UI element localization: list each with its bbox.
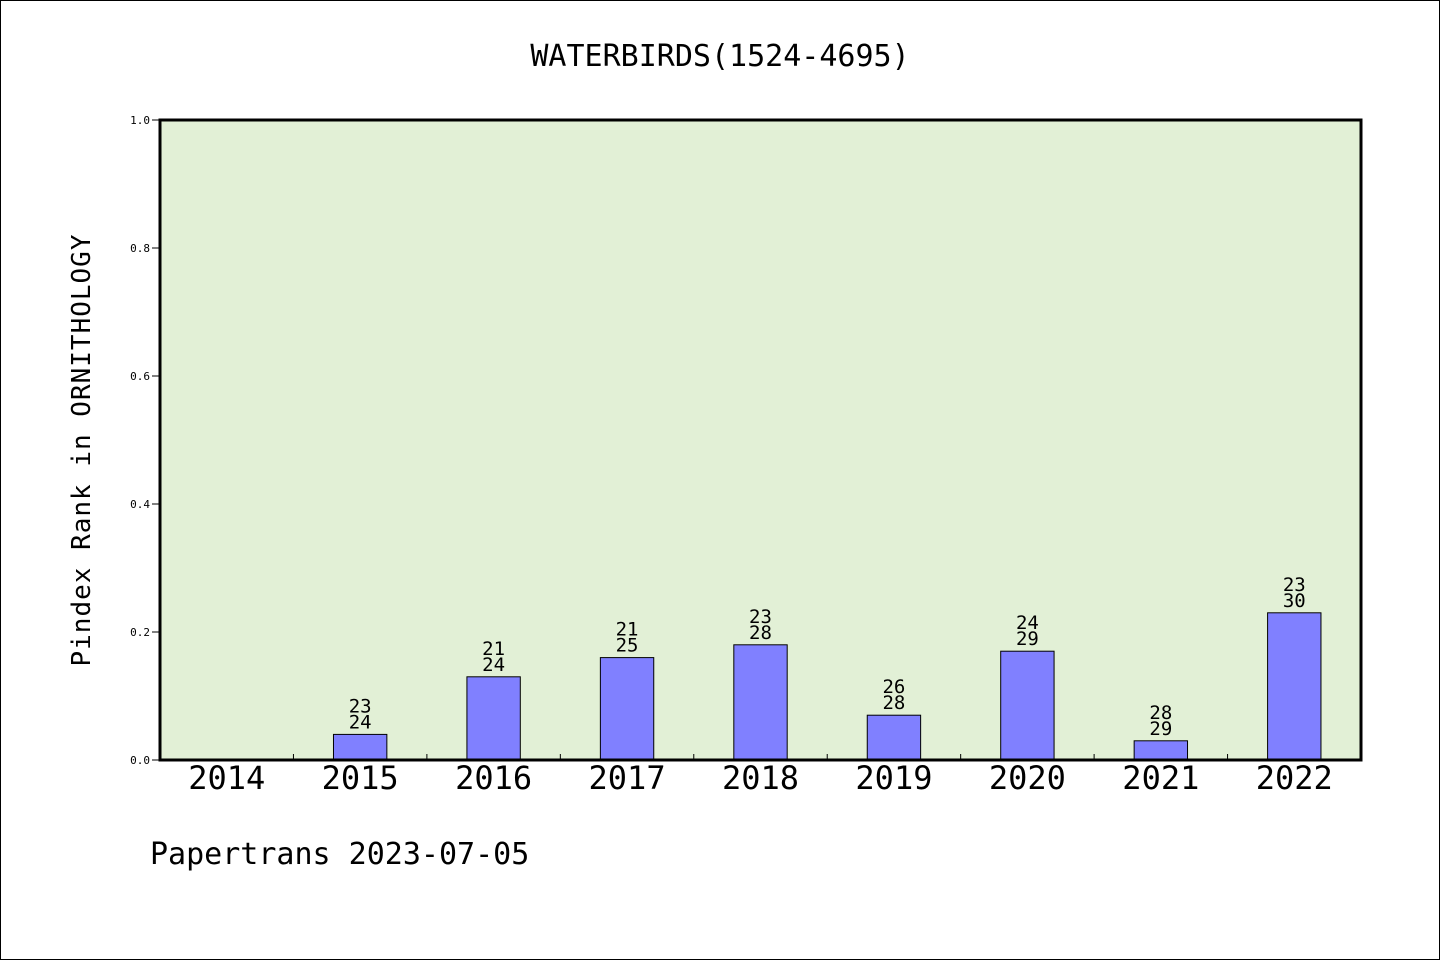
bar-label-top: 23 — [749, 606, 772, 628]
bar-label-top: 28 — [1149, 702, 1172, 724]
bar-label-bottom: 29 — [1016, 628, 1039, 650]
bar-2019 — [866, 714, 922, 761]
bar-label-bottom: 29 — [1149, 718, 1172, 740]
chart-title: WATERBIRDS(1524-4695) — [530, 39, 909, 74]
y-tick-label: 0.8 — [130, 242, 150, 255]
bar-label-bottom: 24 — [482, 654, 505, 676]
bar-label-bottom: 24 — [349, 711, 372, 733]
bar-label-bottom: 28 — [749, 622, 772, 644]
bar-label-top: 26 — [882, 676, 905, 698]
bar-label-top: 23 — [1283, 574, 1306, 596]
bar-label-top: 21 — [616, 619, 639, 641]
bar-2020 — [1000, 650, 1055, 761]
bar-2022 — [1267, 612, 1322, 761]
footer-text: Papertrans 2023-07-05 — [150, 837, 529, 872]
bar-2017 — [599, 657, 655, 761]
x-tick-label: 2015 — [322, 759, 399, 797]
bar-2018 — [733, 644, 788, 761]
y-axis: 0.0 0.2 0.4 0.6 0.8 1.0 — [130, 114, 160, 767]
bar-2021 — [1133, 740, 1189, 761]
bar-label-top: 24 — [1016, 612, 1039, 634]
x-tick-label: 2021 — [1122, 759, 1199, 797]
y-tick-label: 0.0 — [130, 754, 150, 767]
x-tick-label: 2019 — [855, 759, 932, 797]
y-axis-label: Pindex Rank in ORNITHOLOGY — [67, 234, 97, 667]
x-tick-label: 2020 — [989, 759, 1066, 797]
y-tick-label: 0.2 — [130, 626, 150, 639]
x-tick-label: 2014 — [188, 759, 265, 797]
bar-label-bottom: 28 — [882, 692, 905, 714]
plot-border — [158, 118, 1363, 762]
y-tick-label: 0.4 — [130, 498, 150, 511]
x-axis: 2014 2015 2016 2017 2018 2019 2020 2021 2022 — [188, 754, 1333, 797]
bar-label-bottom: 30 — [1283, 590, 1306, 612]
y-tick-label: 1.0 — [130, 114, 150, 127]
x-tick-label: 2016 — [455, 759, 532, 797]
x-tick-label: 2017 — [589, 759, 666, 797]
bar-2015 — [332, 733, 388, 761]
bar-2016 — [466, 676, 521, 761]
y-tick-label: 0.6 — [130, 370, 150, 383]
bar-label-top: 21 — [482, 638, 505, 660]
bar-label-top: 23 — [349, 695, 372, 717]
bars — [332, 612, 1322, 761]
bar-label-bottom: 25 — [616, 635, 639, 657]
x-tick-label: 2018 — [722, 759, 799, 797]
x-tick-label: 2022 — [1256, 759, 1333, 797]
